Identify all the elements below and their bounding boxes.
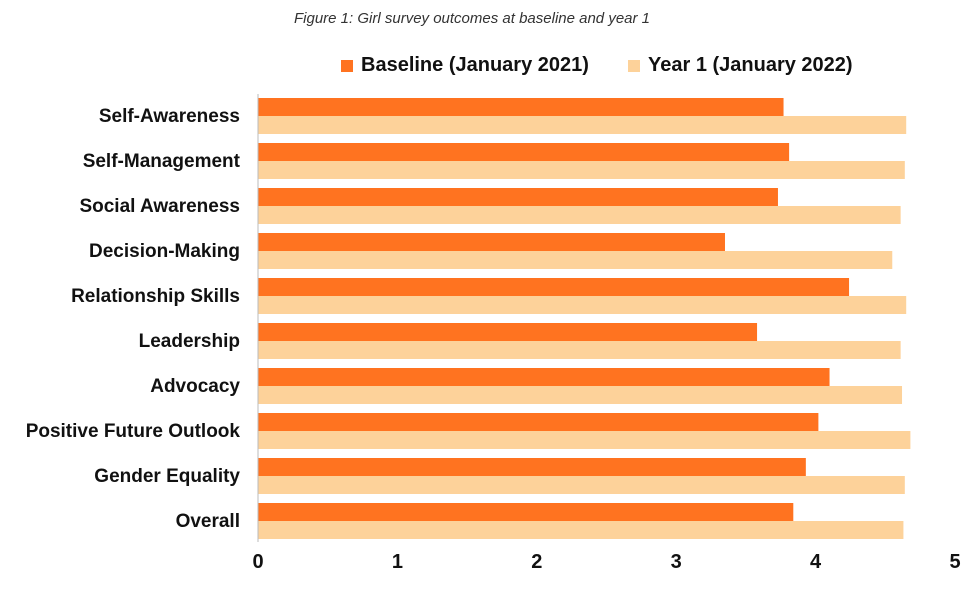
bars-group — [258, 98, 911, 539]
category-label-4: Relationship Skills — [71, 286, 240, 307]
bar-year1-6 — [258, 386, 903, 404]
x-tick-label-4: 4 — [810, 551, 822, 573]
bar-baseline-2 — [258, 188, 778, 206]
bar-year1-4 — [258, 296, 907, 314]
bar-year1-7 — [258, 431, 911, 449]
bar-baseline-4 — [258, 278, 850, 296]
figure-caption: Figure 1: Girl survey outcomes at baseli… — [294, 10, 651, 27]
bar-year1-8 — [258, 476, 905, 494]
bar-year1-1 — [258, 161, 905, 179]
category-labels-group: Self-Awareness Self-Management Social Awar… — [26, 106, 241, 532]
category-label-1: Self-Management — [83, 151, 241, 172]
category-label-9: Overall — [176, 511, 240, 532]
x-tick-label-1: 1 — [392, 551, 403, 573]
bar-baseline-0 — [258, 98, 784, 116]
legend-item-year1: Year 1 (January 2022) — [628, 54, 853, 77]
legend-swatch-year1 — [628, 59, 640, 72]
category-label-3: Decision-Making — [89, 241, 240, 262]
legend-item-baseline: Baseline (January 2021) — [341, 54, 589, 77]
legend-label-baseline: Baseline (January 2021) — [361, 54, 589, 76]
bar-baseline-9 — [258, 503, 794, 521]
bar-baseline-3 — [258, 233, 725, 251]
bar-baseline-5 — [258, 323, 758, 341]
bar-year1-2 — [258, 206, 901, 224]
bar-year1-5 — [258, 341, 901, 359]
x-tick-label-3: 3 — [671, 551, 682, 573]
bar-baseline-1 — [258, 143, 790, 161]
bar-year1-9 — [258, 521, 904, 539]
bar-year1-3 — [258, 251, 893, 269]
x-tick-label-5: 5 — [949, 551, 960, 573]
category-label-6: Advocacy — [150, 376, 240, 397]
category-label-0: Self-Awareness — [99, 106, 240, 127]
category-label-8: Gender Equality — [94, 466, 240, 487]
legend-swatch-baseline — [341, 59, 353, 72]
category-label-2: Social Awareness — [79, 196, 240, 217]
x-tick-label-2: 2 — [531, 551, 542, 573]
bar-baseline-8 — [258, 458, 806, 476]
bar-year1-0 — [258, 116, 907, 134]
legend: Baseline (January 2021) Year 1 (January … — [0, 54, 978, 84]
bar-baseline-6 — [258, 368, 830, 386]
bar-baseline-7 — [258, 413, 819, 431]
category-label-7: Positive Future Outlook — [26, 421, 241, 442]
legend-label-year1: Year 1 (January 2022) — [648, 54, 853, 76]
x-ticks-group: 0 1 2 3 4 5 — [252, 551, 960, 573]
x-tick-label-0: 0 — [252, 551, 263, 573]
category-label-5: Leadership — [139, 331, 240, 352]
